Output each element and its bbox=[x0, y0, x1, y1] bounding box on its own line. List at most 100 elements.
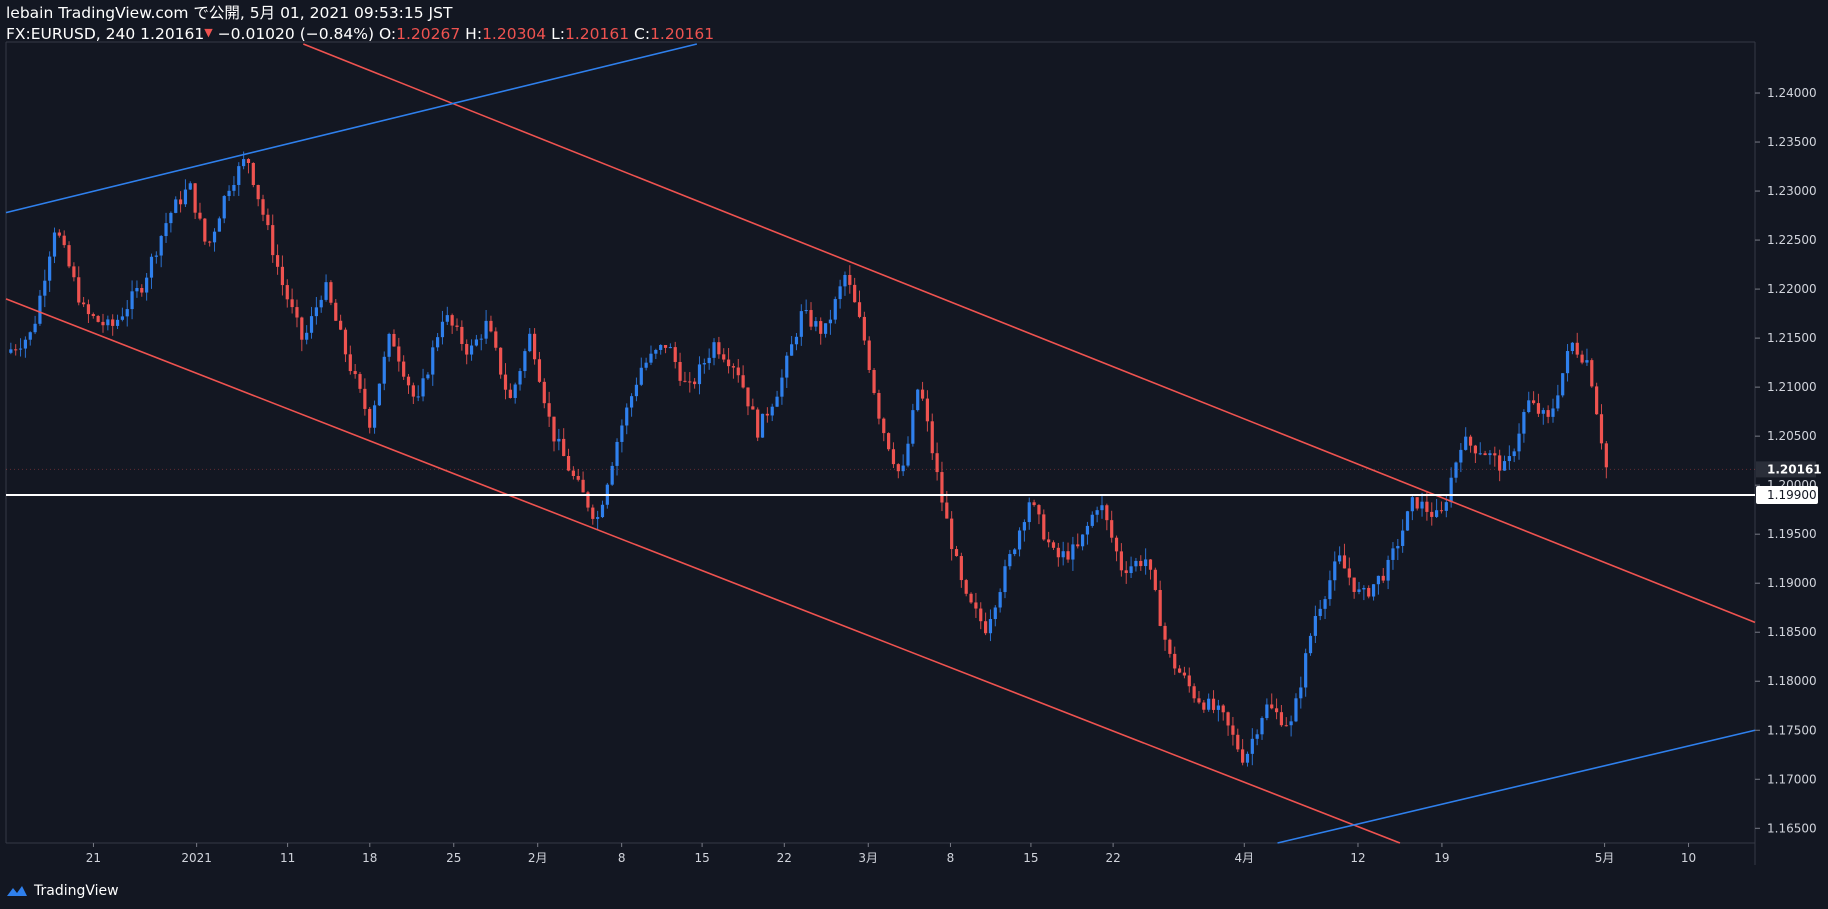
candle-body bbox=[1478, 453, 1482, 455]
time-tick-label: 22 bbox=[777, 851, 792, 865]
candle-body bbox=[1381, 575, 1385, 581]
candle-body bbox=[1595, 386, 1599, 415]
candle-body bbox=[1585, 360, 1589, 363]
candle-body bbox=[115, 319, 120, 326]
candle-body bbox=[620, 425, 624, 442]
candle-body bbox=[1512, 451, 1516, 457]
brand-name: TradingView bbox=[34, 883, 119, 899]
candle-body bbox=[309, 316, 314, 333]
time-tick-label: 5月 bbox=[1595, 851, 1615, 865]
candle-body bbox=[86, 304, 91, 315]
candle-body bbox=[1013, 549, 1017, 555]
candle-body bbox=[358, 374, 362, 389]
candle-body bbox=[77, 277, 81, 303]
candle-body bbox=[339, 320, 343, 330]
last-price: 1.20161 bbox=[140, 25, 205, 43]
candle-body bbox=[183, 189, 188, 205]
candle-body bbox=[1338, 555, 1342, 562]
candle-body bbox=[1134, 560, 1138, 567]
candle-body bbox=[688, 381, 692, 383]
time-tick-label: 8 bbox=[618, 851, 626, 865]
candle-body bbox=[372, 405, 377, 428]
candle-body bbox=[853, 284, 857, 303]
channel-lower-line bbox=[5, 298, 1401, 844]
candle-body bbox=[319, 299, 323, 308]
candle-body bbox=[959, 556, 963, 581]
low-value: 1.20161 bbox=[564, 25, 630, 43]
candle-body bbox=[178, 199, 183, 205]
time-tick-label: 12 bbox=[1350, 851, 1365, 865]
candle-body bbox=[950, 518, 954, 550]
candle-body bbox=[945, 502, 949, 519]
candle-body bbox=[120, 316, 124, 320]
candle-body bbox=[693, 381, 697, 385]
candle-body bbox=[722, 354, 726, 360]
candle-body bbox=[1163, 625, 1167, 640]
candle-body bbox=[649, 353, 653, 363]
candle-body bbox=[1124, 570, 1128, 574]
candle-body bbox=[164, 223, 168, 237]
candle-body bbox=[823, 323, 828, 334]
candle-body bbox=[576, 475, 580, 480]
candle-body bbox=[421, 378, 425, 397]
tradingview-brand[interactable]: TradingView bbox=[6, 883, 119, 899]
candle-body bbox=[707, 357, 711, 364]
candle-body bbox=[62, 235, 66, 246]
candle-body bbox=[392, 333, 396, 347]
candle-body bbox=[130, 291, 134, 310]
down-triangle-icon: ▼ bbox=[204, 26, 213, 39]
candle-body bbox=[1226, 712, 1230, 726]
candle-body bbox=[135, 287, 139, 292]
candle-body bbox=[9, 349, 13, 353]
candle-body bbox=[242, 159, 246, 167]
candle-body bbox=[256, 185, 260, 200]
candle-body bbox=[1507, 456, 1511, 462]
candle-body bbox=[174, 199, 178, 213]
candle-body bbox=[799, 311, 803, 337]
candle-body bbox=[833, 299, 837, 320]
candle-body bbox=[1168, 639, 1172, 654]
time-tick-label: 15 bbox=[1023, 851, 1038, 865]
tradingview-logo-icon bbox=[7, 886, 27, 896]
candle-body bbox=[518, 371, 522, 385]
candle-body bbox=[295, 307, 299, 318]
candle-body bbox=[610, 465, 614, 485]
candle-body bbox=[460, 326, 464, 344]
candle-body bbox=[1255, 734, 1259, 739]
candle-body bbox=[1347, 568, 1351, 578]
candle-body bbox=[600, 504, 605, 518]
candle-body bbox=[154, 255, 158, 257]
time-tick-label: 25 bbox=[446, 851, 461, 865]
candle-body bbox=[14, 349, 18, 351]
candle-body bbox=[775, 396, 779, 407]
candle-body bbox=[566, 456, 571, 471]
candle-body bbox=[547, 403, 551, 417]
candle-body bbox=[1071, 544, 1075, 560]
price-tick-label: 1.18500 bbox=[1767, 625, 1817, 639]
candle-body bbox=[644, 362, 648, 368]
candle-body bbox=[838, 286, 842, 300]
candle-body bbox=[1386, 559, 1390, 581]
candle-body bbox=[33, 323, 37, 333]
candle-body bbox=[1221, 705, 1225, 713]
candle-body bbox=[979, 608, 983, 622]
candle-body bbox=[149, 256, 154, 278]
hline-price-badge bbox=[1756, 485, 1818, 504]
candle-body bbox=[1493, 453, 1497, 456]
price-tick-label: 1.23000 bbox=[1767, 184, 1817, 198]
candle-body bbox=[188, 183, 192, 190]
candle-body bbox=[1420, 501, 1424, 509]
candle-body bbox=[596, 517, 600, 519]
candle-body bbox=[1144, 559, 1148, 567]
candle-body bbox=[1439, 510, 1444, 512]
candle-body bbox=[736, 367, 740, 376]
candle-body bbox=[901, 465, 905, 472]
candle-body bbox=[411, 385, 415, 397]
candle-body bbox=[741, 375, 745, 388]
candle-body bbox=[1599, 414, 1604, 444]
candle-body bbox=[581, 479, 585, 493]
candle-body bbox=[983, 621, 988, 634]
candle-body bbox=[1260, 718, 1264, 735]
candle-body bbox=[217, 218, 221, 232]
